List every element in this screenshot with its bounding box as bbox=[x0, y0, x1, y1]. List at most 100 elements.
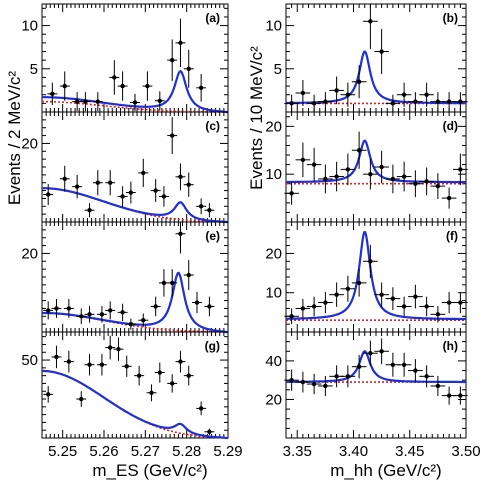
data-point bbox=[198, 204, 204, 209]
data-point bbox=[379, 49, 384, 54]
panel-6: 10 20 (f) bbox=[265, 221, 468, 333]
data-point bbox=[446, 195, 452, 201]
data-point bbox=[289, 377, 294, 383]
data-point bbox=[170, 280, 175, 286]
data-point bbox=[186, 182, 191, 187]
data-point bbox=[99, 362, 105, 367]
panel-tag: (a) bbox=[205, 11, 220, 25]
data-point bbox=[424, 304, 429, 309]
x-tick-label-right: 3.40 bbox=[339, 443, 368, 460]
fit-curve bbox=[286, 231, 466, 321]
data-point bbox=[50, 91, 55, 97]
data-point bbox=[87, 312, 92, 317]
data-point bbox=[178, 231, 183, 236]
fit-curve bbox=[41, 369, 228, 440]
data-point bbox=[112, 75, 117, 80]
data-point bbox=[300, 379, 306, 385]
data-point bbox=[390, 362, 396, 367]
data-point bbox=[62, 83, 67, 89]
panel-tag: (g) bbox=[205, 339, 220, 353]
data-point bbox=[356, 79, 362, 84]
data-point bbox=[120, 83, 125, 89]
panel-4: 5 10 (b) bbox=[265, 3, 468, 113]
data-point bbox=[368, 171, 373, 177]
data-point bbox=[136, 373, 142, 378]
data-point bbox=[170, 381, 175, 386]
y-tick-label: 50 bbox=[21, 352, 38, 369]
background-curve bbox=[42, 312, 228, 333]
data-point bbox=[120, 194, 125, 199]
data-point bbox=[311, 162, 317, 167]
data-point bbox=[62, 176, 67, 181]
data-point bbox=[66, 306, 72, 311]
panel-tag: (h) bbox=[443, 339, 458, 353]
data-point bbox=[87, 362, 92, 367]
data-point bbox=[356, 148, 362, 153]
y-tick-label: 20 bbox=[21, 135, 38, 152]
data-point bbox=[379, 164, 384, 170]
data-point bbox=[379, 349, 384, 354]
data-point bbox=[390, 296, 396, 301]
panel-frame bbox=[285, 3, 467, 113]
panel-1: 20 (c) bbox=[21, 111, 229, 224]
data-point bbox=[108, 308, 113, 313]
data-point bbox=[87, 208, 92, 213]
x-tick-label-right: 3.45 bbox=[395, 443, 424, 460]
data-point bbox=[161, 280, 167, 286]
data-point bbox=[207, 429, 212, 434]
right-xlabel: m_hh (GeV/c²) bbox=[330, 461, 441, 480]
data-point bbox=[46, 392, 51, 397]
x-tick-label-left: 5.25 bbox=[48, 443, 77, 460]
x-tick-label-left: 5.29 bbox=[213, 443, 242, 460]
data-point bbox=[334, 374, 339, 379]
data-point bbox=[74, 184, 80, 189]
panel-tag: (f) bbox=[446, 229, 458, 243]
data-point bbox=[424, 374, 429, 379]
data-point bbox=[153, 304, 158, 309]
data-point bbox=[311, 101, 317, 106]
data-point bbox=[54, 306, 59, 311]
data-point bbox=[289, 314, 294, 319]
panel-7: 20 40 (h) bbox=[265, 331, 468, 439]
data-point bbox=[311, 381, 317, 387]
y-tick-label: 40 bbox=[265, 353, 282, 370]
data-point bbox=[207, 304, 212, 309]
data-point bbox=[207, 208, 212, 213]
data-point bbox=[401, 92, 407, 97]
data-point bbox=[128, 190, 134, 195]
data-point bbox=[79, 396, 84, 402]
data-point bbox=[149, 390, 154, 395]
data-point bbox=[334, 174, 339, 179]
data-point bbox=[289, 101, 294, 106]
data-point bbox=[435, 99, 441, 104]
data-point bbox=[446, 393, 452, 398]
data-point bbox=[95, 180, 101, 185]
data-point bbox=[124, 364, 129, 369]
y-tick-label: 5 bbox=[30, 61, 38, 78]
panel-2: 20 (e) bbox=[21, 221, 229, 334]
data-point bbox=[458, 99, 463, 104]
data-point bbox=[390, 101, 396, 106]
background-curve bbox=[42, 370, 228, 439]
data-point bbox=[300, 157, 306, 163]
data-point bbox=[300, 90, 306, 96]
data-point bbox=[116, 346, 121, 352]
data-point bbox=[66, 359, 72, 364]
panel-5: 10 20 (d) bbox=[265, 111, 468, 223]
data-point bbox=[368, 259, 373, 264]
y-tick-label: 10 bbox=[21, 18, 38, 35]
data-point bbox=[198, 406, 204, 411]
data-point bbox=[401, 362, 407, 367]
data-point bbox=[46, 192, 51, 197]
data-point bbox=[458, 393, 463, 398]
x-tick-label-right: 3.35 bbox=[283, 443, 312, 460]
data-point bbox=[145, 83, 150, 89]
data-point bbox=[435, 312, 441, 317]
data-point bbox=[128, 321, 134, 327]
data-point bbox=[74, 99, 80, 104]
data-point bbox=[413, 181, 418, 186]
data-point bbox=[300, 306, 306, 311]
x-tick-label-right: 3.50 bbox=[451, 443, 480, 460]
data-point bbox=[323, 99, 328, 104]
data-point bbox=[157, 98, 162, 103]
